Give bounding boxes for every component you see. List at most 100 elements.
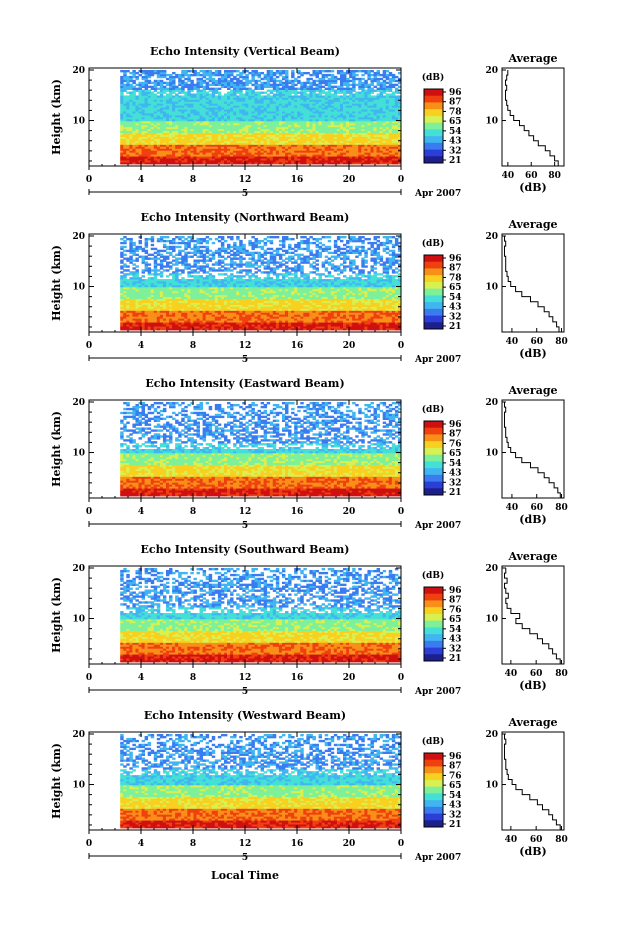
heatmap-cell — [141, 70, 146, 73]
heatmap-cell — [199, 81, 204, 85]
heatmap-cell — [172, 142, 176, 145]
heatmap-cell — [135, 103, 139, 106]
heatmap-cell — [144, 93, 149, 96]
heatmap-cell — [217, 146, 222, 149]
heatmap-cell — [135, 257, 139, 260]
heatmap-cell — [352, 93, 356, 96]
heatmap-cell — [349, 87, 353, 90]
heatmap-cell — [346, 95, 350, 98]
heatmap-cell — [120, 85, 124, 89]
heatmap-cell — [135, 128, 139, 132]
heatmap-cell — [159, 154, 164, 157]
heatmap-cell — [132, 160, 136, 163]
heatmap-cell — [202, 134, 207, 137]
heatmap-cell — [190, 117, 194, 120]
heatmap-cell — [196, 158, 200, 161]
heatmap-cell — [187, 103, 191, 106]
heatmap-cell — [196, 152, 200, 155]
heatmap-cell — [138, 255, 142, 258]
colorbar-tick-label: 21 — [449, 156, 462, 166]
heatmap-cell — [120, 70, 124, 73]
heatmap-cell — [172, 237, 176, 241]
heatmap-cell — [144, 89, 149, 92]
heatmap-cell — [156, 122, 161, 126]
heatmap-cell — [211, 73, 216, 77]
heatmap-cell — [175, 99, 179, 102]
heatmap-cell — [178, 103, 182, 106]
heatmap-cell — [187, 111, 191, 114]
heatmap-cell — [227, 91, 231, 94]
heatmap-cell — [150, 117, 155, 120]
heatmap-cell — [123, 158, 127, 161]
heatmap-cell — [358, 77, 362, 81]
heatmap-cell — [199, 111, 204, 114]
heatmap-cell — [178, 158, 182, 161]
colorbar-swatch — [424, 129, 443, 137]
heatmap-cell — [187, 73, 191, 77]
heatmap-cell — [214, 134, 219, 137]
heatmap-cell — [205, 107, 210, 110]
heatmap-cell — [178, 241, 182, 245]
heatmap-cell — [181, 148, 185, 151]
heatmap-cell — [190, 105, 194, 108]
heatmap-cell — [120, 156, 124, 159]
y-tick-label: 20 — [72, 66, 85, 76]
heatmap-cell — [126, 142, 130, 145]
heatmap-cell — [144, 91, 149, 94]
heatmap-cell — [214, 132, 219, 136]
heatmap-cell — [217, 87, 222, 90]
heatmap-cell — [132, 87, 136, 90]
heatmap-cell — [135, 109, 139, 112]
heatmap-cell — [132, 138, 136, 141]
heatmap-cell — [120, 162, 124, 165]
heatmap-cell — [370, 95, 374, 98]
heatmap-cell — [135, 142, 139, 145]
heatmap-cell — [202, 120, 207, 124]
heatmap-cell — [193, 148, 197, 151]
heatmap-cell — [248, 79, 252, 83]
heatmap-cell — [181, 75, 185, 79]
heatmap-cell — [144, 279, 149, 282]
heatmap-cell — [135, 118, 139, 122]
heatmap-cell — [205, 130, 210, 134]
heatmap-cell — [193, 122, 197, 126]
heatmap-cell — [214, 148, 219, 151]
heatmap-cell — [169, 126, 173, 130]
heatmap-cell — [165, 275, 170, 278]
heatmap-cell — [156, 87, 161, 90]
heatmap-cell — [288, 85, 292, 89]
heatmap-cell — [120, 126, 124, 130]
heatmap-cell — [141, 255, 146, 258]
heatmap-cell — [169, 93, 173, 96]
heatmap-cell — [214, 117, 219, 120]
heatmap-cell — [358, 70, 362, 73]
heatmap-cell — [199, 136, 204, 139]
heatmap-cell — [150, 124, 155, 128]
heatmap-cell — [208, 71, 213, 75]
heatmap-cell — [156, 249, 161, 253]
heatmap-cell — [175, 120, 179, 124]
heatmap-cell — [138, 245, 142, 249]
heatmap-cell — [208, 105, 213, 108]
heatmap-cell — [202, 118, 207, 122]
heatmap-cell — [214, 156, 219, 159]
heatmap-cell — [217, 124, 222, 128]
heatmap-cell — [211, 130, 216, 134]
heatmap-cell — [266, 93, 271, 96]
heatmap-cell — [165, 269, 170, 272]
heatmap-cell — [196, 103, 200, 106]
x-tick-label: 12 — [239, 175, 252, 185]
heatmap-cell — [193, 130, 197, 134]
heatmap-cell — [199, 85, 204, 89]
heatmap-cell — [120, 152, 124, 155]
heatmap-cell — [156, 136, 161, 139]
heatmap-cell — [376, 87, 381, 90]
heatmap-cell — [159, 79, 164, 83]
heatmap-cell — [172, 118, 176, 122]
heatmap-cell — [159, 158, 164, 161]
heatmap-cell — [132, 89, 136, 92]
heatmap-cell — [138, 83, 142, 87]
heatmap-cell — [193, 99, 197, 102]
heatmap-cell — [275, 79, 280, 83]
heatmap-cell — [196, 83, 200, 87]
